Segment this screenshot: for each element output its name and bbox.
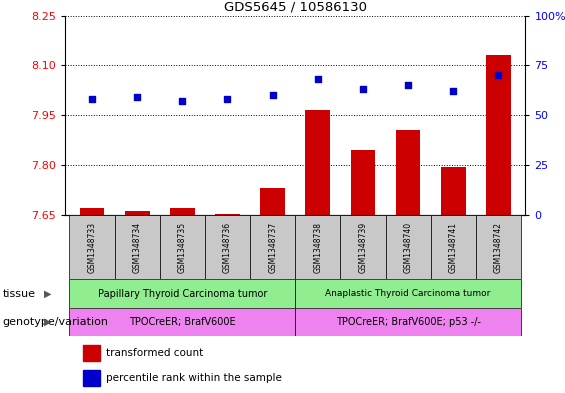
Text: GSM1348737: GSM1348737 (268, 221, 277, 273)
Point (494, 72, 503, 79)
Bar (250, 215, 295, 279)
Bar (170, 208, 195, 215)
Bar (125, 211, 150, 215)
Point (88, 96, 97, 103)
Bar (69, 215, 115, 279)
Bar (295, 279, 521, 308)
Text: GSM1348742: GSM1348742 (494, 222, 503, 272)
Text: Papillary Thyroid Carcinoma tumor: Papillary Thyroid Carcinoma tumor (98, 288, 267, 299)
Text: ▶: ▶ (44, 288, 52, 299)
Bar (205, 215, 250, 279)
Text: ▶: ▶ (44, 317, 52, 327)
Bar (431, 215, 476, 279)
Bar (486, 55, 511, 215)
Text: GSM1348738: GSM1348738 (313, 222, 322, 272)
Bar (84, 370, 99, 386)
Bar (476, 215, 521, 279)
Text: GSM1348740: GSM1348740 (403, 221, 412, 273)
Bar (441, 167, 466, 215)
Bar (115, 215, 160, 279)
Text: GSM1348741: GSM1348741 (449, 222, 458, 272)
Title: GDS5645 / 10586130: GDS5645 / 10586130 (224, 0, 367, 13)
Text: Anaplastic Thyroid Carcinoma tumor: Anaplastic Thyroid Carcinoma tumor (325, 289, 491, 298)
Text: GSM1348736: GSM1348736 (223, 221, 232, 273)
Text: GSM1348735: GSM1348735 (178, 221, 187, 273)
Bar (80, 208, 105, 215)
Point (133, 94, 142, 100)
Bar (350, 150, 375, 215)
Bar (84, 345, 99, 361)
Text: transformed count: transformed count (106, 348, 203, 358)
Text: GSM1348734: GSM1348734 (133, 221, 142, 273)
Point (313, 76, 322, 83)
Bar (340, 215, 385, 279)
Point (223, 96, 232, 103)
Bar (69, 279, 295, 308)
Text: tissue: tissue (3, 288, 36, 299)
Text: TPOCreER; BrafV600E; p53 -/-: TPOCreER; BrafV600E; p53 -/- (336, 317, 481, 327)
Bar (385, 215, 431, 279)
Text: GSM1348733: GSM1348733 (88, 221, 97, 273)
Bar (160, 215, 205, 279)
Point (403, 82, 412, 88)
Point (178, 98, 187, 105)
Text: genotype/variation: genotype/variation (3, 317, 109, 327)
Bar (396, 130, 420, 215)
Bar (69, 308, 295, 336)
Text: GSM1348739: GSM1348739 (358, 221, 367, 273)
Bar (260, 188, 285, 215)
Point (268, 92, 277, 98)
Point (449, 88, 458, 94)
Point (358, 86, 367, 92)
Bar (305, 110, 330, 215)
Bar (295, 308, 521, 336)
Text: TPOCreER; BrafV600E: TPOCreER; BrafV600E (129, 317, 236, 327)
Text: percentile rank within the sample: percentile rank within the sample (106, 373, 282, 383)
Bar (295, 215, 340, 279)
